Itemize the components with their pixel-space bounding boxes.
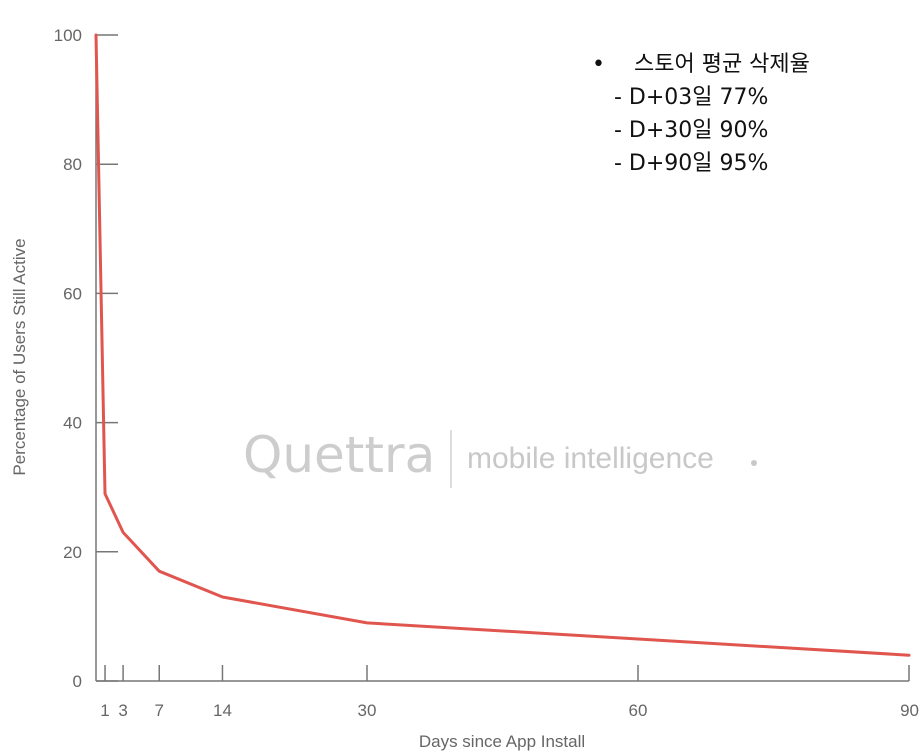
x-tick-label-30: 30 bbox=[358, 701, 377, 720]
note-line-d3: - D+03일 77% bbox=[614, 85, 769, 110]
watermark-dot bbox=[751, 460, 757, 466]
y-tick-label-60: 60 bbox=[63, 284, 82, 303]
y-tick-label-20: 20 bbox=[63, 543, 82, 562]
y-tick-label-0: 0 bbox=[73, 672, 82, 691]
y-tick-label-40: 40 bbox=[63, 414, 82, 433]
x-tick-label-1: 1 bbox=[100, 701, 109, 720]
note-heading-row: • 스토어 평균 삭제율 bbox=[592, 48, 810, 81]
axes: 0 20 40 60 80 100 1 3 7 14 30 60 90 bbox=[54, 26, 919, 720]
note-heading: 스토어 평균 삭제율 bbox=[634, 52, 810, 77]
note-bullet: • bbox=[592, 52, 605, 77]
y-axis-title: Percentage of Users Still Active bbox=[10, 238, 29, 475]
series-layer bbox=[94, 33, 911, 657]
series-line-0 bbox=[94, 33, 911, 657]
x-tick-label-7: 7 bbox=[154, 701, 163, 720]
x-tick-label-90: 90 bbox=[900, 701, 919, 720]
deletion-rate-note: • 스토어 평균 삭제율 - D+03일 77% - D+30일 90% - D… bbox=[592, 48, 810, 180]
x-axis-title: Days since App Install bbox=[419, 732, 585, 751]
x-tick-label-14: 14 bbox=[213, 701, 232, 720]
y-tick-label-100: 100 bbox=[54, 26, 82, 45]
quettra-watermark: Quettra mobile intelligence bbox=[243, 426, 757, 488]
x-tick-label-3: 3 bbox=[118, 701, 127, 720]
watermark-logo: Quettra bbox=[243, 426, 435, 484]
note-line-d90: - D+90일 95% bbox=[614, 151, 769, 176]
watermark-tagline: mobile intelligence bbox=[467, 442, 714, 475]
x-tick-label-60: 60 bbox=[629, 701, 648, 720]
note-line-d30: - D+30일 90% bbox=[614, 118, 769, 143]
y-tick-label-80: 80 bbox=[63, 155, 82, 174]
